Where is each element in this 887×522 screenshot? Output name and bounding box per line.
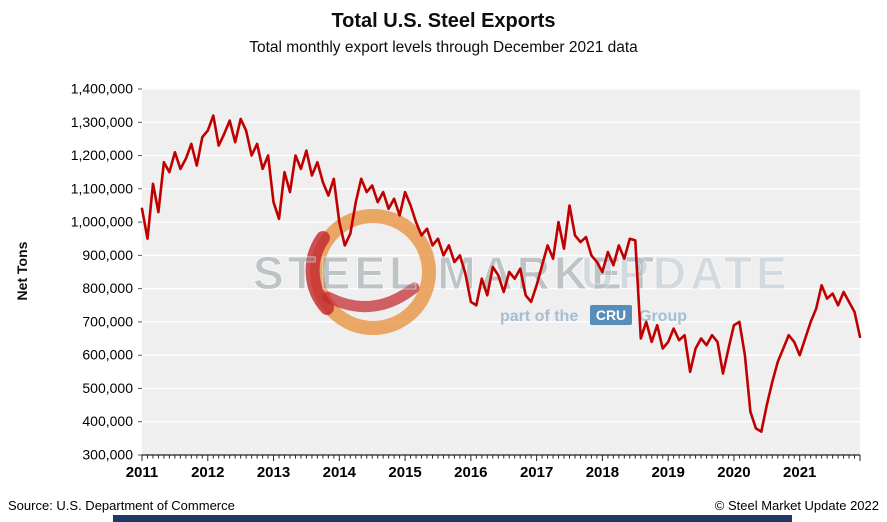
svg-text:2015: 2015 [388, 464, 421, 481]
svg-text:1,200,000: 1,200,000 [71, 147, 133, 163]
exports-line [140, 114, 862, 434]
svg-text:2019: 2019 [651, 464, 684, 481]
plot-area [142, 89, 860, 455]
watermark-cru: CRU [596, 307, 626, 323]
source-note: Source: U.S. Department of Commerce [8, 498, 235, 513]
chart-title: Total U.S. Steel Exports [331, 10, 556, 32]
footer-accent-bar [113, 515, 792, 522]
svg-text:2018: 2018 [586, 464, 619, 481]
svg-text:2013: 2013 [257, 464, 290, 481]
svg-text:500,000: 500,000 [82, 380, 133, 396]
svg-text:600,000: 600,000 [82, 347, 133, 363]
axes-layer: 300,000 400,000 500,000 600,000 700,000 800,0… [71, 81, 861, 481]
svg-text:1,400,000: 1,400,000 [71, 81, 133, 97]
svg-text:2021: 2021 [783, 464, 816, 481]
chart-subtitle: Total monthly export levels through Dece… [249, 39, 638, 56]
logo-swoosh-icon [322, 282, 420, 313]
svg-text:800,000: 800,000 [82, 280, 133, 296]
svg-text:2012: 2012 [191, 464, 224, 481]
watermark-update: UPDATE [581, 247, 791, 299]
logo-ring-red-arc-icon [305, 231, 334, 315]
svg-text:1,300,000: 1,300,000 [71, 114, 133, 130]
svg-text:300,000: 300,000 [82, 447, 133, 463]
svg-text:2014: 2014 [323, 464, 357, 481]
svg-text:2020: 2020 [717, 464, 750, 481]
watermark-tagline-suffix: Group [639, 308, 687, 325]
svg-text:400,000: 400,000 [82, 413, 133, 429]
copyright-note: © Steel Market Update 2022 [714, 498, 879, 513]
svg-text:2016: 2016 [454, 464, 487, 481]
data-series-layer [140, 114, 862, 434]
svg-text:2017: 2017 [520, 464, 553, 481]
svg-text:900,000: 900,000 [82, 247, 133, 263]
svg-text:2011: 2011 [126, 464, 159, 481]
cru-badge [590, 305, 632, 325]
watermark-tagline-prefix: part of the [500, 308, 578, 325]
plot-background-and-grid [142, 88, 860, 455]
svg-text:700,000: 700,000 [82, 313, 133, 329]
svg-text:1,000,000: 1,000,000 [71, 214, 133, 230]
svg-text:1,100,000: 1,100,000 [71, 180, 133, 196]
